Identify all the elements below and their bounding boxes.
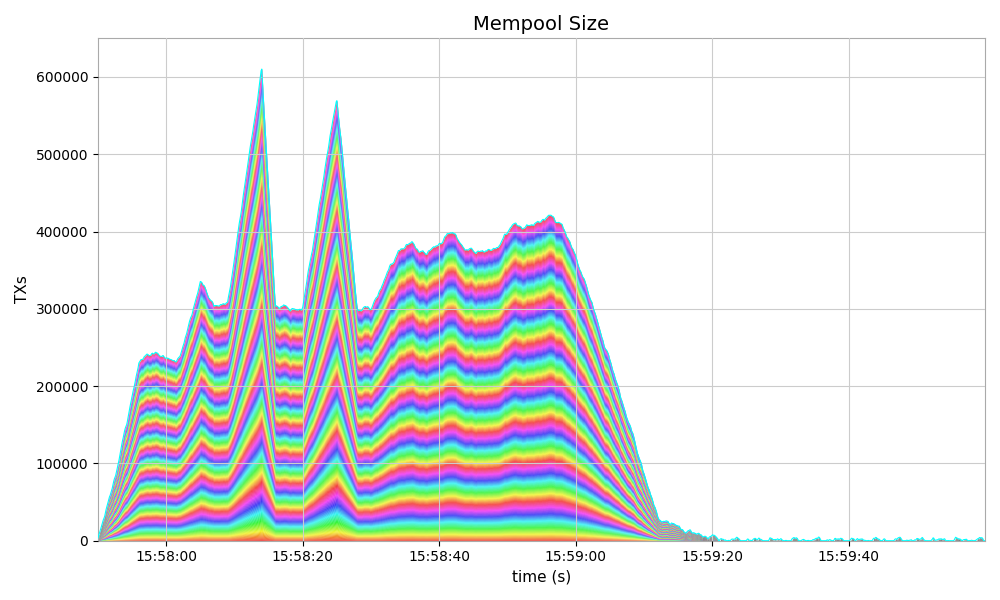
Y-axis label: TXs: TXs [15, 275, 30, 304]
X-axis label: time (s): time (s) [512, 570, 571, 585]
Title: Mempool Size: Mempool Size [473, 15, 609, 34]
